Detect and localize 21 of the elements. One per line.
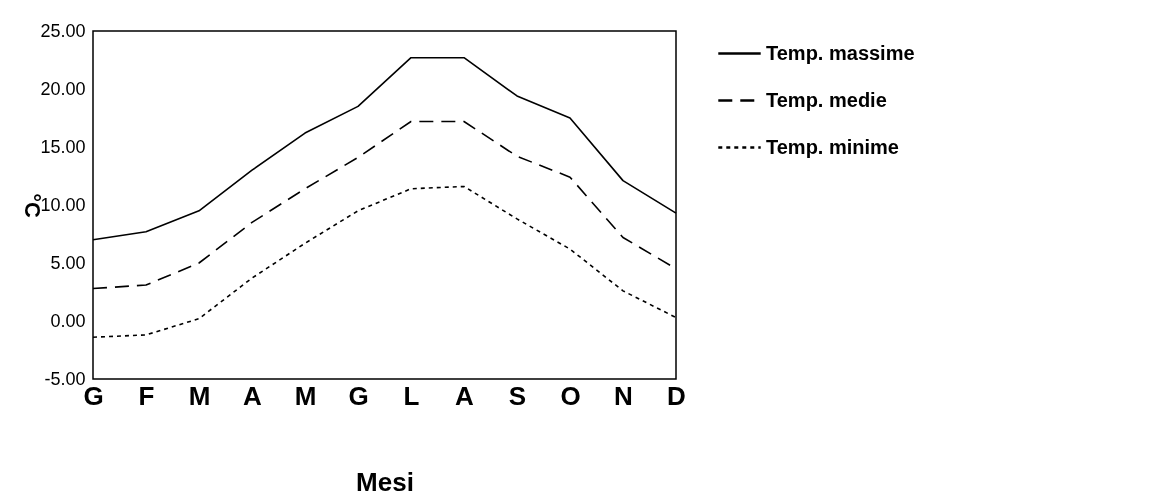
x-tick-label: M	[294, 380, 317, 411]
legend-label: Temp. medie	[766, 88, 887, 111]
x-tick-label: O	[560, 380, 581, 411]
x-tick-label: S	[508, 380, 527, 411]
x-tick-label: L	[403, 380, 420, 411]
x-tick-label: G	[348, 380, 369, 411]
y-tick-label: -5.00	[44, 368, 86, 389]
x-tick-label: M	[188, 380, 211, 411]
x-tick-label: N	[614, 380, 633, 411]
x-tick-label: D	[667, 380, 686, 411]
y-tick-label: 5.00	[50, 252, 86, 273]
x-axis-title: Mesi	[356, 466, 414, 497]
legend-label: Temp. massime	[766, 41, 915, 64]
x-tick-label: A	[243, 380, 263, 411]
x-tick-label: F	[138, 380, 155, 411]
x-tick-label: A	[455, 380, 475, 411]
y-tick-label: 20.00	[40, 78, 86, 99]
y-tick-label: 15.00	[40, 136, 86, 157]
legend-label: Temp. minime	[766, 135, 899, 158]
y-tick-label: 25.00	[40, 20, 86, 41]
y-tick-label: 0.00	[50, 310, 86, 331]
